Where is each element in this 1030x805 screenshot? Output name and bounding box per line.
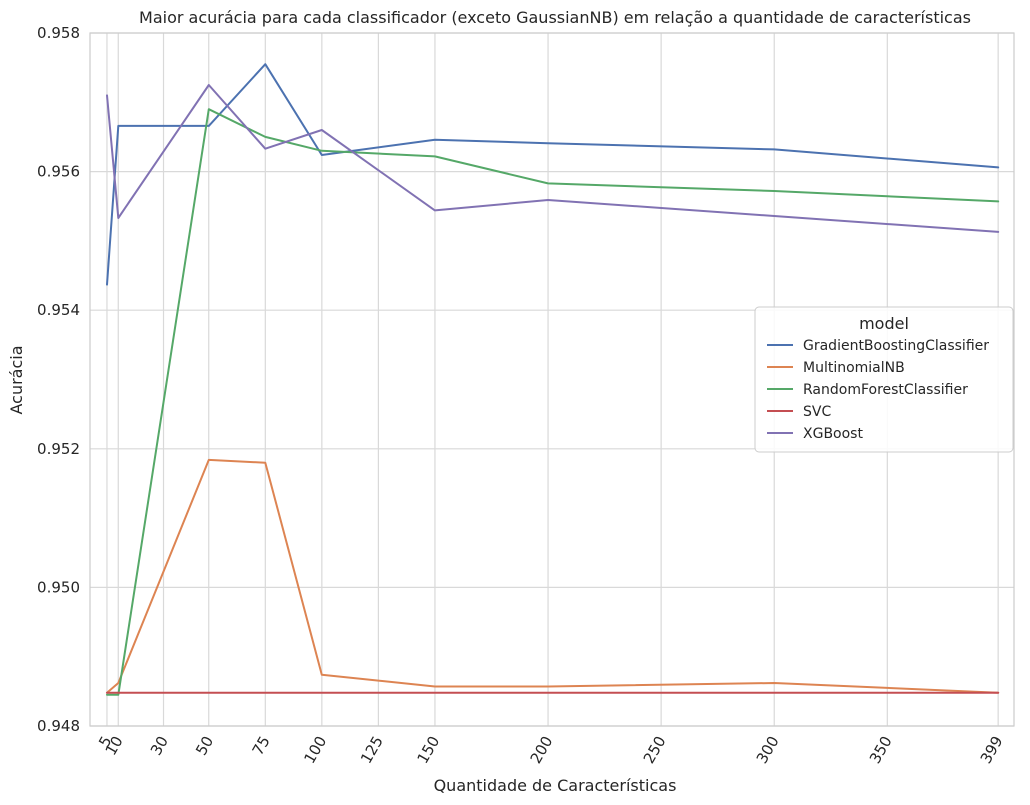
x-tick-label: 100: [300, 733, 330, 767]
legend: model GradientBoostingClassifier Multinomi…: [754, 306, 1014, 453]
series-line-xgboost: [106, 84, 1000, 233]
x-tick-label: 50: [192, 733, 217, 759]
x-tick-label: 150: [414, 733, 444, 767]
y-tick-label: 0.958: [37, 24, 80, 42]
x-tick-label: 75: [249, 733, 274, 759]
x-tick-label: 200: [527, 733, 557, 767]
y-tick-label: 0.950: [37, 578, 80, 596]
y-tick-label: 0.952: [37, 440, 80, 458]
legend-label: GradientBoostingClassifier: [803, 338, 989, 354]
series-line-randomforestclassifier: [106, 108, 1000, 696]
series-line-multinomialnb: [106, 458, 1000, 694]
x-axis-label: Quantidade de Características: [434, 776, 677, 795]
x-tick-label: 30: [147, 733, 172, 759]
series-line-gradientboostingclassifier: [106, 63, 1000, 286]
y-tick-label: 0.956: [37, 163, 80, 181]
y-axis-ticks: 0.948 0.950 0.952 0.954 0.956 0.958: [37, 24, 80, 735]
series-lines: [106, 63, 1000, 696]
x-tick-label: 300: [753, 733, 783, 767]
legend-box: [754, 306, 1014, 453]
x-tick-label: 350: [866, 733, 896, 767]
chart-title: Maior acurácia para cada classificador (…: [139, 8, 971, 27]
x-axis-ticks: 510 30 50 75 100 125 150 200 250 300 350 399: [95, 733, 1007, 767]
x-tick-label: 250: [640, 733, 670, 767]
x-tick-label: 125: [357, 733, 387, 767]
y-tick-label: 0.948: [37, 717, 80, 735]
y-axis-label: Acurácia: [7, 345, 26, 414]
legend-label: XGBoost: [803, 426, 863, 442]
legend-label: RandomForestClassifier: [803, 382, 968, 398]
y-tick-label: 0.954: [37, 301, 80, 319]
plot-frame: [89, 32, 1015, 727]
legend-label: MultinomialNB: [803, 360, 905, 376]
x-tick-label: 399: [977, 733, 1007, 767]
legend-label: SVC: [803, 404, 831, 420]
legend-title: model: [859, 314, 909, 333]
